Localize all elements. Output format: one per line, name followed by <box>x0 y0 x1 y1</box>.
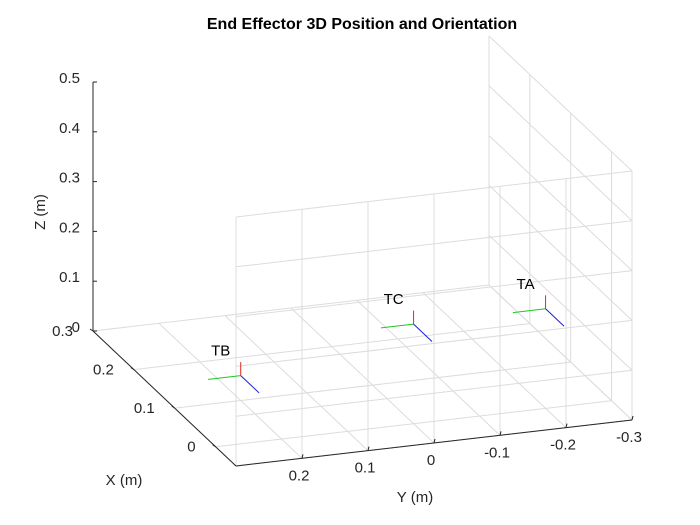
y-tick-mark <box>301 454 304 459</box>
triad-y-axis <box>380 323 414 329</box>
grid-lines <box>92 35 633 467</box>
side-wall-grid-line <box>488 284 633 421</box>
z-tick-label: 0.1 <box>59 269 80 286</box>
x-tick-mark <box>212 444 216 448</box>
y-tick-mark <box>433 438 436 444</box>
y-tick-label: 0.1 <box>355 460 376 477</box>
z-tick-label: 0.2 <box>59 219 80 236</box>
x-tick-label: 0 <box>187 439 195 456</box>
x-tick-label: 0.2 <box>93 362 114 379</box>
y-tick-mark <box>631 415 634 421</box>
side-wall-grid-line <box>488 85 633 222</box>
back-wall-grid-line <box>235 369 633 417</box>
back-wall-grid-line <box>235 270 633 318</box>
back-wall-grid-line <box>235 170 633 218</box>
triad-y-axis <box>512 308 546 314</box>
triad-tb <box>207 362 260 394</box>
x-tick-mark <box>171 405 175 409</box>
x-tick-label: 0.3 <box>52 323 73 340</box>
y-tick-label: 0 <box>427 452 435 469</box>
floor-grid-line <box>356 299 501 436</box>
floor-grid-line <box>224 315 369 452</box>
back-wall-grid-line <box>235 319 633 367</box>
x-tick-mark <box>130 367 135 370</box>
x-axis-line <box>92 330 237 467</box>
triad-ta <box>512 295 565 327</box>
side-wall-grid-line <box>488 35 633 172</box>
z-tick-label: 0.3 <box>59 170 80 187</box>
point-label: TC <box>384 291 404 308</box>
triad-y-axis <box>207 375 241 380</box>
side-wall-grid-line <box>488 234 633 371</box>
x-axis-label: X (m) <box>106 472 143 489</box>
y-tick-mark <box>367 446 370 451</box>
z-axis-label: Z (m) <box>32 194 49 230</box>
side-wall-grid-line <box>488 185 633 321</box>
z-tick-label: 0 <box>72 319 80 336</box>
chart-title: End Effector 3D Position and Orientation <box>207 16 517 33</box>
data-marks: TA TB TC <box>207 276 565 394</box>
point-label: TB <box>211 343 230 360</box>
side-wall-grid-line <box>488 135 633 271</box>
triad-tc <box>380 310 433 342</box>
y-tick-label: 0.2 <box>289 467 310 484</box>
y-axis-label: Y (m) <box>397 489 433 506</box>
x-tick-mark <box>89 328 94 332</box>
x-tick-label: 0.1 <box>134 400 155 417</box>
y-tick-label: -0.3 <box>616 429 642 446</box>
y-tick-label: -0.1 <box>484 444 510 461</box>
floor-grid-line <box>290 307 435 444</box>
axes-frame <box>89 81 634 467</box>
triad-z-axis <box>413 323 433 342</box>
z-tick-label: 0.4 <box>59 120 80 137</box>
triad-z-axis <box>240 375 260 394</box>
triad-z-axis <box>545 308 565 327</box>
y-tick-mark <box>565 423 568 428</box>
point-label: TA <box>517 276 535 293</box>
back-wall-grid-line <box>235 220 633 268</box>
tick-labels: 0 0.1 0.2 0.3 0.2 0.1 0 -0.1 -0.2 -0.3 0 0.1 0.2 0.3 0… <box>52 70 642 484</box>
z-tick-label: 0.5 <box>59 70 80 87</box>
floor-grid-line <box>158 322 303 459</box>
y-tick-label: -0.2 <box>550 437 576 454</box>
floor-grid-line <box>422 292 567 429</box>
y-tick-mark <box>499 431 502 436</box>
